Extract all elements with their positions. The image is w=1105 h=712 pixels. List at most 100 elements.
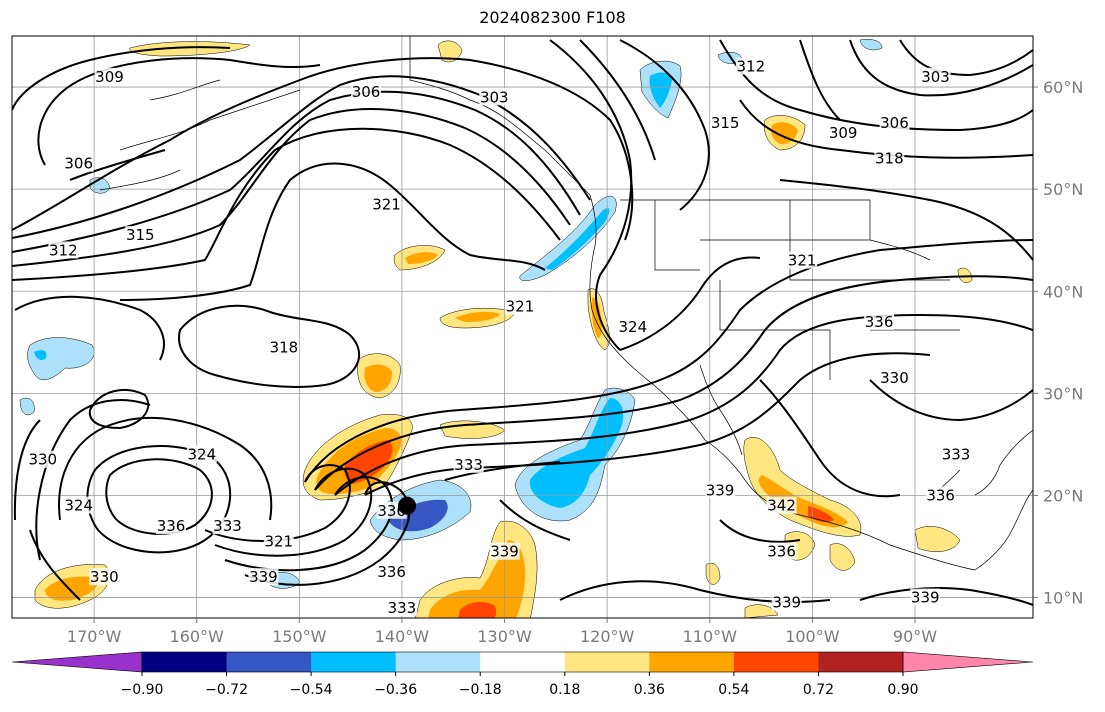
contour-line [12,127,561,281]
shade-yellow-alaska [437,40,463,63]
contour-line [314,275,1033,491]
contour-label-bg [212,517,243,535]
contour-label-bg [864,312,895,330]
contour-label: 330 [28,451,57,469]
contour-line [244,481,411,586]
contour-label-bg [27,450,58,468]
shade-yellow-top [129,41,251,57]
colorbar-swatch [649,652,735,672]
contour-line [859,587,1033,606]
shade-red-storm-ne [344,440,393,484]
contour-line [499,499,571,541]
lat-tick-label: 40°N [1043,282,1083,301]
contour-label: 312 [49,241,78,259]
contour-label-bg [925,486,956,504]
contour-label: 321 [788,252,817,270]
contour-label-bg [910,588,941,606]
shade-blue-pacific-nw [545,208,610,270]
contour-label-bg [710,113,741,131]
contour-label: 312 [736,58,765,76]
colorbar-swatch [311,652,397,672]
colorbar-tick-label: 0.90 [887,682,918,698]
contour-label-bg [617,318,648,335]
contour-line [364,352,931,496]
contour-line [204,464,351,542]
shade-cyan-west-pacific [27,337,95,381]
contour-label: 324 [64,497,93,515]
lon-tick-label: 150°W [272,627,327,646]
contour-label: 306 [880,114,909,132]
coastline-segment [149,79,221,101]
lon-tick-label: 140°W [375,627,430,646]
contour-label: 321 [264,532,293,550]
colorbar-swatch [818,652,904,672]
shade-blue-subtropical [529,398,624,508]
contour-label-bg [771,593,802,611]
contour-line [779,179,1033,261]
contour-line [444,461,561,481]
contour-line [86,445,232,554]
coastline-segment [974,429,1033,496]
contour-line [119,162,546,301]
contour-label-bg [453,455,484,473]
contour-label: 315 [126,226,155,244]
contour-line [719,39,1033,132]
contour-line [37,57,321,166]
coastline-segment [99,169,181,191]
contour-label: 333 [388,599,417,617]
contour-label-bg [386,598,417,616]
shade-orange-center [364,364,392,392]
contour-line [719,519,801,543]
contour-label-bg [879,113,910,131]
lon-tick-label: 130°W [477,627,532,646]
colorbar-tick-label: −0.54 [290,682,333,698]
contour-label: 318 [270,338,299,356]
shade-cyan-small-4 [859,39,883,51]
contour-label: 330 [880,369,909,387]
colorbar-swatch [480,652,566,672]
colorbar-tick-label: 0.72 [803,682,834,698]
colorbar-tick-label: 0.18 [549,682,580,698]
lon-tick-label: 90°W [893,627,937,646]
shade-cyan-pacific-nw [519,195,617,281]
contour-line [88,389,150,430]
contour-label-bg [89,568,120,586]
contour-label: 339 [249,568,278,586]
colorbar-swatch [226,652,312,672]
contour-label-bg [186,445,217,463]
contour-line [849,39,1033,97]
contour-line [12,57,634,241]
contour-label: 339 [772,594,801,612]
shade-yellow-small-5 [957,267,973,283]
shade-yellow-small-7 [829,543,856,571]
contour-label: 336 [926,486,955,504]
contour-label-layer: 309 306 306 303 312 303 315 309 306 318 321 312 315 3… [27,57,972,617]
contour-line [13,419,41,521]
contour-label: 339 [706,481,735,499]
contour-label-bg [248,568,279,586]
contour-label: 318 [875,150,904,168]
contour-line [619,256,761,351]
contour-label-bg [63,154,94,172]
contour-line [334,313,1033,496]
colorbar-tick-label: 0.54 [718,682,749,698]
contour-label-bg [941,445,972,463]
contour-label-bg [828,124,859,141]
shade-orange-nw-coast [405,252,438,264]
shade-orange-west-sw [45,576,99,601]
coastline-segment [699,364,743,456]
contour-line [35,399,151,561]
contour-label-bg [735,57,766,75]
contour-label-bg [504,297,535,315]
contour-label: 315 [711,114,740,132]
contour-label: 309 [95,68,124,86]
contour-label: 303 [480,88,509,106]
coastline-segment [409,36,976,571]
contour-line [579,39,656,161]
contour-label-bg [874,149,905,167]
colorbar-tick-label: −0.90 [121,682,164,698]
shade-blue-gulf-alaska [649,72,672,108]
contour-label: 336 [157,517,186,535]
shade-red-south [458,601,497,618]
contour-line [14,295,165,361]
